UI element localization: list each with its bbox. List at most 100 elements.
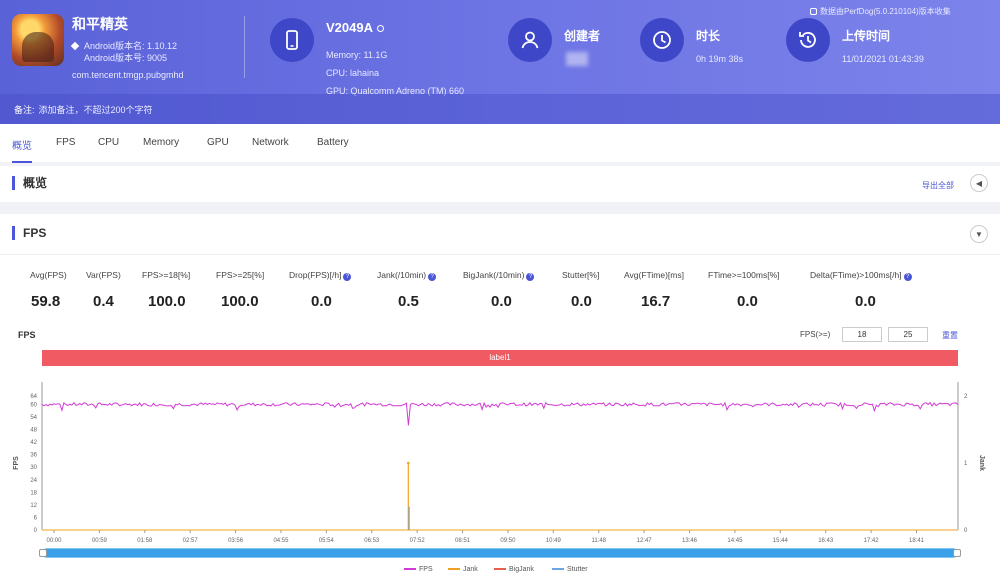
legend-jank[interactable]: Jank — [448, 566, 478, 573]
help-icon[interactable]: ? — [428, 273, 437, 281]
chart-title: FPS — [18, 330, 36, 340]
y2-tick-label: 2 — [964, 394, 968, 400]
clock-icon — [640, 18, 684, 62]
legend-stutter[interactable]: Stutter — [552, 566, 588, 573]
tab-battery[interactable]: Battery — [317, 137, 349, 148]
device-memory: Memory: 11.1G — [326, 50, 388, 60]
scrollbar-handle-right[interactable] — [953, 549, 961, 557]
stat-label-ftime-100: FTime>=100ms[%] — [708, 270, 780, 280]
x-tick-label: 08:51 — [455, 538, 471, 544]
stat-label-stutter: Stutter[%] — [562, 270, 600, 280]
tab-network[interactable]: Network — [252, 137, 289, 148]
export-all-link[interactable]: 导出全部 — [922, 181, 954, 190]
app-name: 和平精英 — [72, 16, 128, 32]
fps-threshold-input-1[interactable] — [842, 327, 882, 342]
scrollbar-handle-left[interactable] — [39, 549, 47, 557]
x-tick-label: 11:48 — [591, 538, 606, 544]
y2-tick-label: 1 — [964, 461, 968, 467]
remark-bar: 备注: 添加备注，不超过200个字符 — [0, 94, 1000, 124]
jank-point — [407, 461, 410, 465]
stat-value-fps-18: 100.0 — [148, 293, 186, 310]
help-icon[interactable]: ? — [526, 273, 535, 281]
tab-overview[interactable]: 概览 — [12, 137, 32, 163]
label-band[interactable]: label1 — [42, 350, 958, 366]
stat-label-var-fps: Var(FPS) — [86, 270, 121, 280]
device-info-icon[interactable] — [376, 25, 384, 33]
duration-label: 时长 — [696, 29, 721, 43]
device-cpu: CPU: lahaina — [326, 68, 380, 78]
x-tick-label: 01:58 — [137, 538, 153, 544]
fps-series-line — [41, 401, 959, 426]
tab-fps[interactable]: FPS — [56, 137, 76, 148]
y-tick-label: 12 — [30, 503, 37, 509]
x-tick-label: 13:46 — [682, 538, 698, 544]
x-tick-label: 15:44 — [773, 538, 789, 544]
stat-value-ftime-100: 0.0 — [737, 293, 758, 310]
y2-axis-label: Jank — [978, 455, 985, 471]
stat-label-fps-25: FPS>=25[%] — [216, 270, 265, 280]
remark-label: 备注: — [14, 105, 35, 115]
stat-label-avg-ftime: Avg(FTime)[ms] — [624, 270, 684, 280]
y-tick-label: 54 — [30, 415, 37, 421]
stat-value-fps-25: 100.0 — [221, 293, 259, 310]
chart-range-scrollbar[interactable] — [39, 548, 961, 558]
tab-gpu[interactable]: GPU — [207, 137, 229, 148]
stat-value-avg-fps: 59.8 — [31, 293, 61, 310]
overview-section: 概览 导出全部 ◀ — [0, 166, 1000, 202]
tab-cpu[interactable]: CPU — [98, 137, 120, 148]
device-specs: Memory: 11.1G CPU: lahaina GPU: Qualcomm… — [326, 46, 464, 100]
y-tick-label: 18 — [30, 490, 37, 496]
y-tick-label: 42 — [30, 440, 37, 446]
overview-title: 概览 — [12, 176, 47, 190]
creator-value-blurred — [566, 52, 588, 66]
fps-threshold-input-2[interactable] — [888, 327, 928, 342]
y-tick-label: 30 — [30, 465, 37, 471]
x-tick-label: 06:53 — [364, 538, 380, 544]
x-tick-label: 03:56 — [228, 538, 244, 544]
app-logo-icon — [12, 14, 64, 66]
x-tick-label: 16:43 — [818, 538, 834, 544]
history-icon — [786, 18, 830, 62]
note-icon — [810, 8, 817, 15]
tab-memory[interactable]: Memory — [143, 137, 180, 148]
device-name: V2049A — [326, 20, 384, 35]
x-tick-label: 14:45 — [727, 538, 743, 544]
fps-threshold-label: FPS(>=) — [800, 330, 831, 339]
upload-time-label: 上传时间 — [842, 29, 891, 43]
header-divider — [244, 16, 245, 78]
collapse-left-icon[interactable]: ◀ — [970, 174, 988, 192]
stat-label-delta-ftime: Delta(FTime)>100ms[/h]? — [810, 270, 912, 281]
legend-fps[interactable]: FPS — [404, 566, 433, 573]
y-tick-label: 48 — [30, 428, 37, 434]
legend-bigjank[interactable]: BigJank — [494, 566, 534, 573]
help-icon[interactable]: ? — [903, 273, 912, 281]
x-tick-label: 17:42 — [864, 538, 880, 544]
fps-section-title: FPS — [12, 226, 46, 240]
stat-value-avg-ftime: 16.7 — [641, 293, 671, 310]
x-tick-label: 00:00 — [46, 538, 62, 544]
upload-time-value: 11/01/2021 01:43:39 — [842, 54, 924, 64]
x-tick-label: 10:49 — [546, 538, 562, 544]
collector-note: 数据由PerfDog(5.0.210104)版本收集 — [810, 6, 951, 17]
y-tick-label: 36 — [30, 453, 37, 459]
stat-label-jank: Jank(/10min)? — [377, 270, 437, 281]
phone-icon — [270, 18, 314, 62]
y-tick-label: 64 — [30, 394, 37, 400]
stat-value-delta-ftime: 0.0 — [855, 293, 876, 310]
reset-link[interactable]: 重置 — [942, 331, 958, 340]
help-icon[interactable]: ? — [343, 273, 352, 281]
chevron-down-icon[interactable]: ▼ — [970, 225, 988, 243]
remark-placeholder: 添加备注，不超过200个字符 — [38, 105, 153, 115]
android-version-name: Android版本名: 1.10.12 — [84, 41, 178, 51]
remark-field[interactable]: 备注: 添加备注，不超过200个字符 — [14, 103, 153, 116]
x-tick-label: 00:59 — [92, 538, 108, 544]
x-tick-label: 07:52 — [410, 538, 426, 544]
stat-label-drop: Drop(FPS)[/h]? — [289, 270, 352, 281]
tab-bar: 概览 FPS CPU Memory GPU Network Battery — [0, 124, 1000, 163]
creator-label: 创建者 — [564, 29, 601, 43]
y-axis-label: FPS — [13, 456, 20, 470]
stat-label-avg-fps: Avg(FPS) — [30, 270, 67, 280]
device-gpu: GPU: Qualcomm Adreno (TM) 660 — [326, 86, 465, 96]
report-header: 和平精英 Android版本名: 1.10.12 Android版本号: 900… — [0, 0, 1000, 124]
